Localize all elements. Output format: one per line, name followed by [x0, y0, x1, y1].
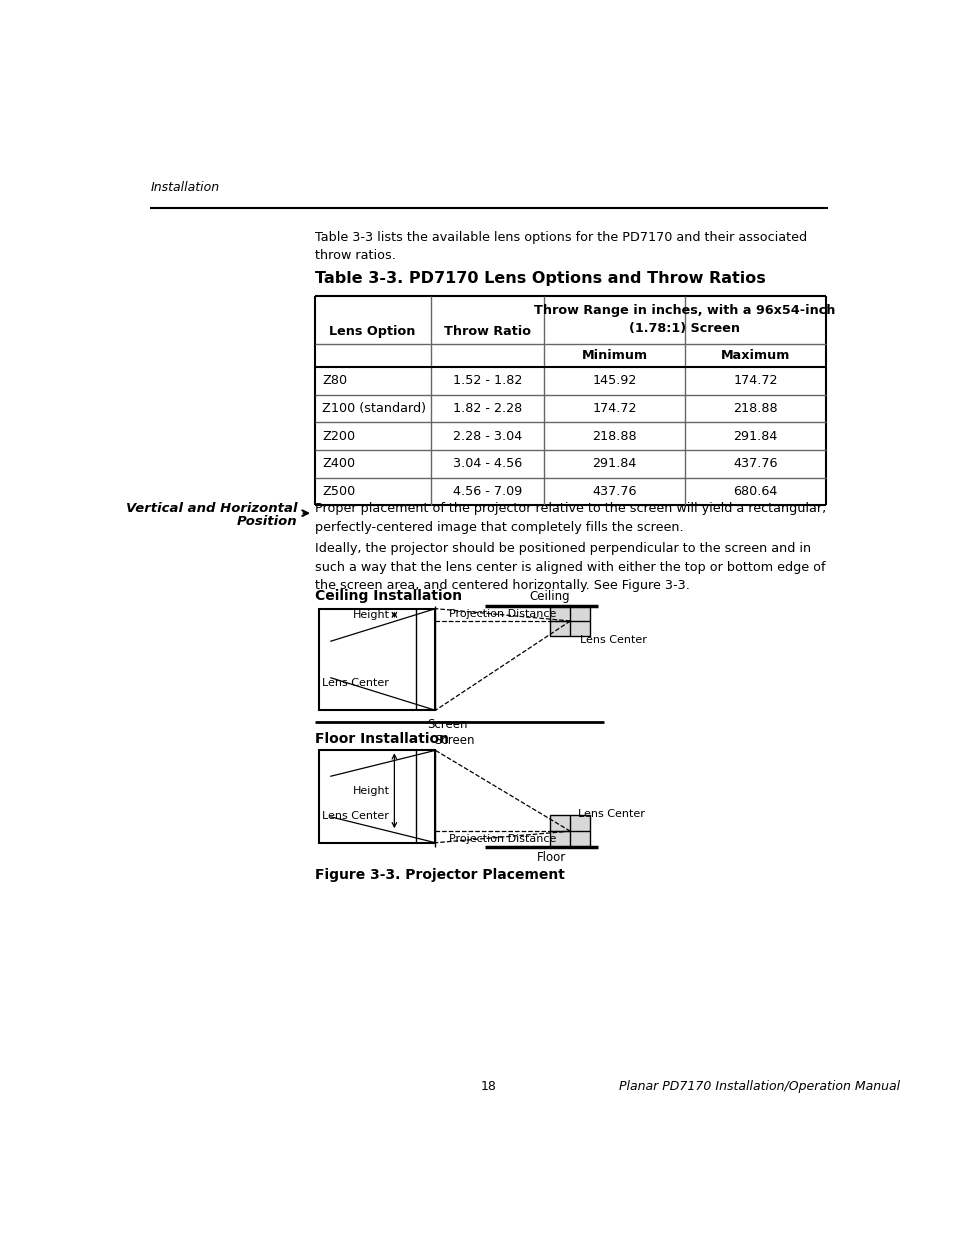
Text: 18: 18: [480, 1079, 497, 1093]
Text: Ideally, the projector should be positioned perpendicular to the screen and in
s: Ideally, the projector should be positio…: [314, 542, 824, 593]
Text: 291.84: 291.84: [592, 457, 636, 471]
Text: 3.04 - 4.56: 3.04 - 4.56: [453, 457, 521, 471]
Bar: [319, 609, 435, 710]
Text: 174.72: 174.72: [592, 401, 636, 415]
Bar: [550, 815, 590, 847]
Text: Installation: Installation: [150, 180, 219, 194]
Text: Position: Position: [236, 515, 297, 527]
Text: Planar PD7170 Installation/Operation Manual: Planar PD7170 Installation/Operation Man…: [618, 1079, 900, 1093]
Text: Minimum: Minimum: [580, 348, 647, 362]
Bar: [550, 605, 590, 636]
Text: Z200: Z200: [322, 430, 355, 442]
Text: Vertical and Horizontal: Vertical and Horizontal: [126, 503, 297, 515]
Text: 218.88: 218.88: [592, 430, 636, 442]
Text: Floor Installation: Floor Installation: [314, 732, 448, 746]
Text: Lens Option: Lens Option: [329, 325, 416, 338]
Text: Z500: Z500: [322, 485, 355, 498]
Text: 218.88: 218.88: [733, 401, 777, 415]
Text: 4.56 - 7.09: 4.56 - 7.09: [453, 485, 521, 498]
Text: Projection Distance: Projection Distance: [449, 834, 556, 844]
Text: Ceiling Installation: Ceiling Installation: [314, 589, 461, 603]
Text: Lens Center: Lens Center: [578, 809, 644, 819]
Text: 2.28 - 3.04: 2.28 - 3.04: [453, 430, 521, 442]
Text: 680.64: 680.64: [733, 485, 777, 498]
Text: Z80: Z80: [322, 374, 347, 388]
Text: Figure 3-3. Projector Placement: Figure 3-3. Projector Placement: [314, 868, 564, 882]
Text: Ceiling: Ceiling: [529, 589, 569, 603]
Text: Screen: Screen: [426, 718, 467, 731]
Text: Screen: Screen: [435, 735, 475, 747]
Text: 1.52 - 1.82: 1.52 - 1.82: [453, 374, 521, 388]
Text: Table 3-3 lists the available lens options for the PD7170 and their associated
t: Table 3-3 lists the available lens optio…: [314, 231, 806, 262]
Text: Height: Height: [353, 785, 390, 795]
Text: Projection Distance: Projection Distance: [449, 609, 556, 619]
Text: Throw Ratio: Throw Ratio: [443, 325, 530, 338]
Text: Z100 (standard): Z100 (standard): [322, 401, 426, 415]
Text: Table 3-3. PD7170 Lens Options and Throw Ratios: Table 3-3. PD7170 Lens Options and Throw…: [314, 272, 764, 287]
Text: Proper placement of the projector relative to the screen will yield a rectangula: Proper placement of the projector relati…: [314, 503, 825, 534]
Text: Throw Range in inches, with a 96x54-inch
(1.78:1) Screen: Throw Range in inches, with a 96x54-inch…: [534, 304, 835, 336]
Text: Maximum: Maximum: [720, 348, 789, 362]
Text: Lens Center: Lens Center: [322, 678, 389, 688]
Text: Lens Center: Lens Center: [579, 635, 646, 645]
Text: 1.82 - 2.28: 1.82 - 2.28: [453, 401, 521, 415]
Text: Lens Center: Lens Center: [322, 811, 389, 821]
Text: Height: Height: [353, 610, 390, 620]
Bar: [319, 751, 435, 842]
Text: Floor: Floor: [537, 851, 566, 864]
Text: 145.92: 145.92: [592, 374, 636, 388]
Text: 437.76: 437.76: [592, 485, 636, 498]
Text: 174.72: 174.72: [733, 374, 777, 388]
Text: 437.76: 437.76: [733, 457, 777, 471]
Text: Z400: Z400: [322, 457, 355, 471]
Text: 291.84: 291.84: [733, 430, 777, 442]
